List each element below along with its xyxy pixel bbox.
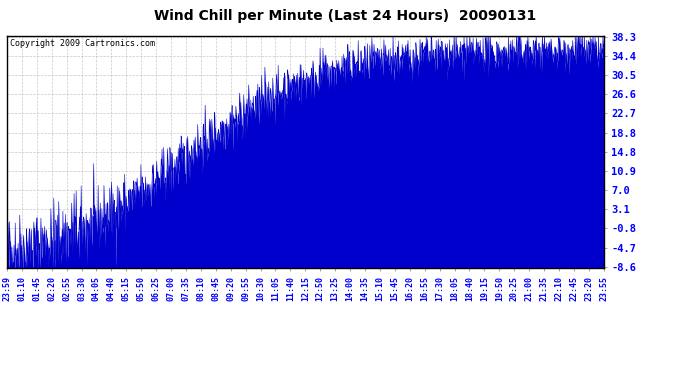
Text: Wind Chill per Minute (Last 24 Hours)  20090131: Wind Chill per Minute (Last 24 Hours) 20… (154, 9, 536, 23)
Text: Copyright 2009 Cartronics.com: Copyright 2009 Cartronics.com (10, 39, 155, 48)
